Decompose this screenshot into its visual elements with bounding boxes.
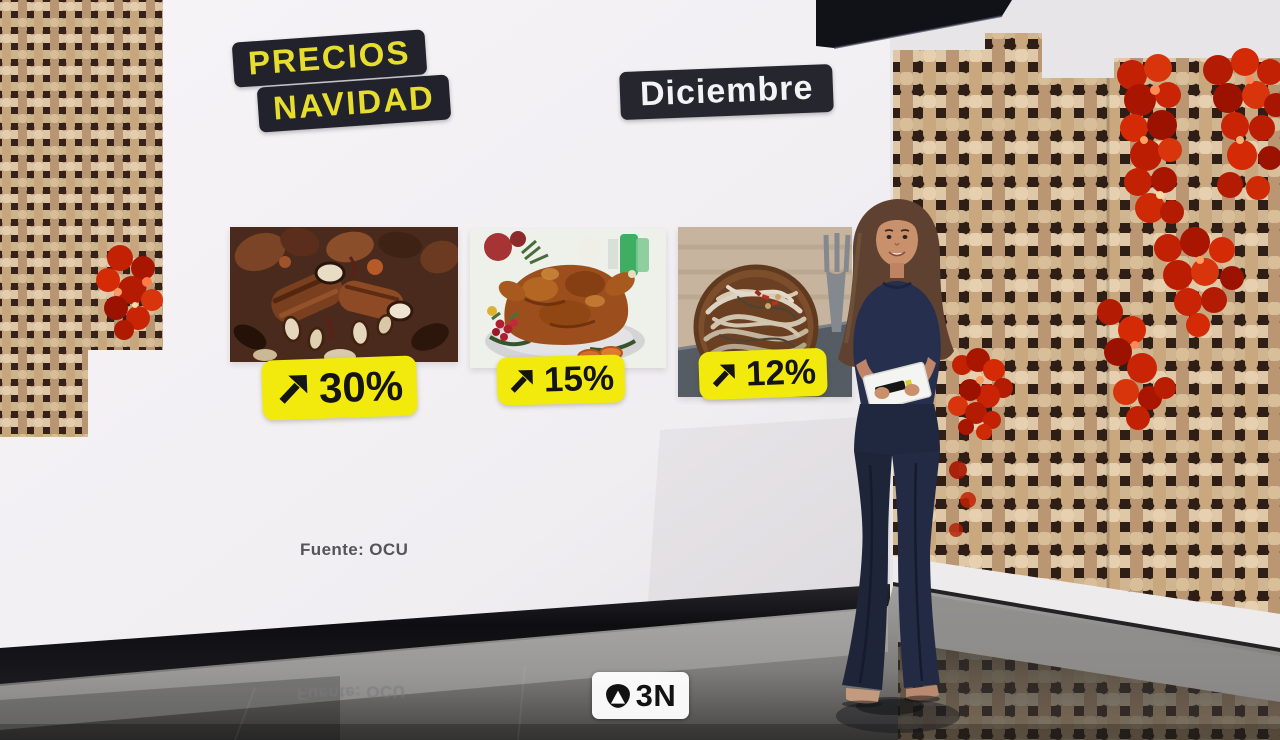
ceiling-wedge bbox=[816, 0, 1012, 48]
antena3-logo-icon bbox=[605, 683, 630, 708]
food-image-percebes bbox=[230, 227, 458, 362]
floor-screen-reflection bbox=[0, 608, 888, 730]
floor-bottom-shade bbox=[0, 724, 1280, 740]
food-image-pavo bbox=[470, 229, 666, 368]
percebes-illustration bbox=[230, 227, 458, 362]
news-presenter bbox=[790, 193, 990, 708]
floor-reflection-fade bbox=[898, 642, 1280, 740]
presenter-face bbox=[876, 214, 918, 266]
baseboard-screen bbox=[0, 584, 890, 686]
floor-vignette bbox=[0, 676, 340, 740]
burlap-wall-right bbox=[893, 33, 1280, 614]
presenter-trousers bbox=[854, 404, 940, 456]
channel-bug: 3N bbox=[592, 672, 689, 719]
up-right-arrow-icon bbox=[279, 374, 308, 404]
screen-shadow bbox=[648, 415, 890, 602]
floor-band-right bbox=[898, 590, 1280, 702]
title-text-precios: PRECIOS bbox=[246, 33, 412, 82]
turkey-illustration bbox=[470, 229, 666, 368]
floor-seam bbox=[234, 687, 256, 740]
title-text-navidad: NAVIDAD bbox=[271, 78, 436, 127]
price-change-badge-gulas: 12% bbox=[698, 347, 828, 401]
baseboard-right bbox=[893, 556, 1280, 648]
sparkle-decoration-left bbox=[96, 245, 163, 340]
price-change-badge-percebes: 30% bbox=[261, 355, 419, 421]
sparkle-decoration-right bbox=[948, 48, 1280, 537]
price-change-value: 30% bbox=[318, 361, 404, 412]
up-right-arrow-icon bbox=[712, 363, 735, 387]
price-change-badge-pavo: 15% bbox=[496, 354, 626, 406]
ceiling-edge-highlight bbox=[833, 15, 1003, 49]
floor-seam bbox=[517, 665, 526, 740]
up-right-arrow-icon bbox=[510, 369, 533, 393]
source-caption-reflection: Fuente: OCU bbox=[296, 681, 406, 704]
presenter-figure bbox=[838, 199, 954, 708]
month-text: Diciembre bbox=[639, 68, 815, 114]
price-change-value: 15% bbox=[543, 358, 615, 400]
month-badge: Diciembre bbox=[619, 63, 835, 120]
source-caption: Fuente: OCU bbox=[300, 540, 409, 559]
channel-bug-text: 3N bbox=[635, 677, 677, 713]
fork-icon bbox=[823, 233, 851, 332]
